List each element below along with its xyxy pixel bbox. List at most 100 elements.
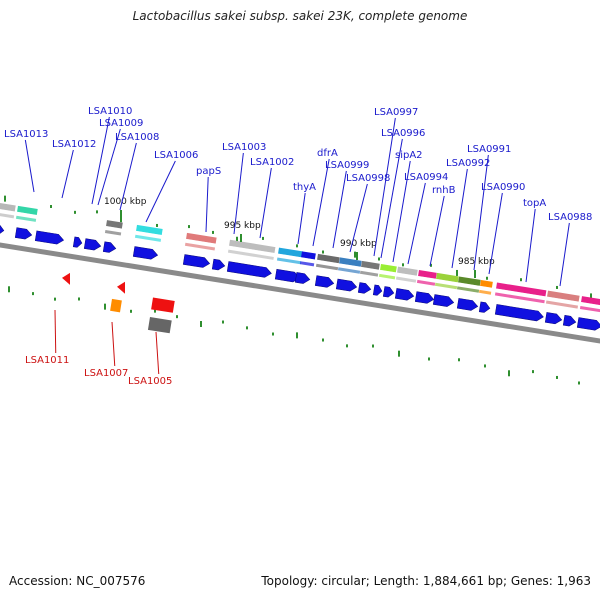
gene-leader-line	[233, 152, 244, 235]
gene-leader-line	[97, 128, 121, 206]
gene-leader-line	[297, 192, 306, 245]
scale-label: 1000 kbp	[104, 197, 147, 207]
forward-gene-label: LSA1013	[4, 129, 48, 140]
gc-tick-mark	[532, 370, 534, 374]
gene-feature-box	[15, 205, 38, 222]
gene-feature-box	[378, 263, 397, 280]
gene-leader-line	[259, 167, 272, 239]
reverse-gene-label: LSA1007	[84, 368, 128, 379]
gene-feature-base	[545, 300, 579, 309]
gc-tick-mark	[322, 338, 324, 342]
gc-tick-mark	[484, 364, 486, 368]
gc-tick-mark	[508, 370, 510, 377]
gene-feature-base	[315, 263, 339, 271]
gc-tick-mark	[200, 321, 202, 327]
gene-feature-box	[134, 224, 163, 242]
gene-feature-box	[494, 282, 547, 304]
reverse-gene-label: LSA1011	[25, 355, 69, 366]
gc-tick-mark	[556, 375, 558, 379]
forward-gene-label: sipA2	[395, 150, 423, 161]
gene-feature-base	[579, 305, 600, 313]
reverse-gene-arrow	[62, 272, 70, 285]
gene-feature-fill	[547, 290, 580, 302]
gene-leader-line	[155, 331, 160, 375]
gene-leader-line	[119, 142, 137, 211]
topology-text: Topology: circular; Length: 1,884,661 bp…	[261, 574, 591, 588]
gene-feature-fill	[186, 232, 217, 244]
gene-feature-shade	[135, 230, 162, 239]
scale-tick	[240, 234, 242, 242]
gene-feature-base	[227, 249, 274, 260]
gene-feature-shade	[277, 253, 302, 262]
gene-leader-line	[61, 149, 74, 199]
gc-tick-mark	[378, 257, 380, 261]
gene-feature-base	[0, 211, 15, 219]
cds-arrow	[34, 230, 65, 245]
gene-feature-box	[359, 260, 380, 277]
gene-leader-line	[145, 160, 176, 223]
gene-feature-base	[478, 289, 492, 295]
gene-feature-shade	[16, 211, 37, 219]
gene-feature-box	[478, 279, 493, 295]
gene-leader-line	[392, 160, 411, 263]
gene-feature-shade	[0, 207, 15, 216]
gene-feature-fill	[458, 276, 481, 286]
gene-feature-shade	[580, 302, 600, 310]
gc-tick-mark	[486, 276, 488, 280]
forward-gene-label: LSA0991	[467, 144, 511, 155]
cds-arrow	[182, 254, 211, 268]
gene-feature-base	[395, 276, 417, 283]
cds-arrow	[394, 288, 415, 301]
forward-gene-label: LSA0998	[346, 173, 390, 184]
forward-gene-label: LSA0990	[481, 182, 525, 193]
gc-tick-mark	[322, 250, 324, 254]
forward-gene-label: LSA0996	[381, 128, 425, 139]
gene-leader-line	[91, 116, 110, 205]
cds-arrow	[211, 258, 226, 271]
gene-leader-line	[373, 117, 396, 257]
cds-arrow	[382, 286, 395, 298]
genome-backbone	[0, 242, 600, 344]
gc-tick-mark	[32, 292, 34, 296]
gene-feature-fill	[0, 202, 16, 212]
gene-leader-line	[473, 154, 489, 271]
gene-feature-shade	[379, 269, 396, 277]
forward-gene-label: rnhB	[432, 185, 456, 196]
gene-feature-shade	[546, 296, 579, 306]
gc-tick-mark	[222, 320, 224, 324]
gene-leader-line	[559, 222, 570, 287]
gene-feature-base	[359, 270, 379, 277]
gc-tick-mark	[54, 297, 56, 301]
gene-feature-base	[104, 229, 122, 236]
cds-arrow	[14, 227, 33, 240]
gene-leader-line	[525, 208, 536, 283]
gene-leader-line	[24, 139, 35, 193]
gc-tick-mark	[402, 263, 404, 267]
forward-gene-label: LSA1006	[154, 150, 198, 161]
scale-label: 985 kbp	[458, 257, 495, 267]
scale-tick	[356, 252, 358, 260]
gene-feature-base	[15, 215, 37, 222]
gc-tick-mark	[74, 210, 76, 214]
gc-tick-mark	[130, 309, 132, 313]
cds-arrow	[576, 317, 600, 331]
gc-tick-mark	[236, 236, 238, 243]
gc-tick-mark	[104, 303, 106, 310]
cds-arrow	[478, 301, 491, 313]
gene-feature-fill	[496, 282, 547, 297]
map-title: Lactobacillus sakei subsp. sakei 23K, co…	[132, 9, 468, 23]
gene-feature-fill	[301, 251, 316, 260]
cds-arrow	[102, 241, 117, 253]
gene-feature-box	[579, 296, 600, 313]
forward-gene-label: LSA1009	[99, 118, 143, 129]
gene-feature-fill	[278, 247, 303, 258]
scale-tick	[120, 210, 122, 218]
gene-feature-shade	[417, 275, 436, 283]
gc-tick-mark	[346, 344, 348, 348]
gene-feature-shade	[396, 272, 417, 280]
gc-tick-mark	[246, 326, 248, 330]
reverse-gene-label: LSA1005	[128, 376, 172, 387]
gene-leader-line	[312, 158, 330, 247]
gene-leader-line	[349, 183, 368, 253]
forward-gene-label: LSA1012	[52, 139, 96, 150]
